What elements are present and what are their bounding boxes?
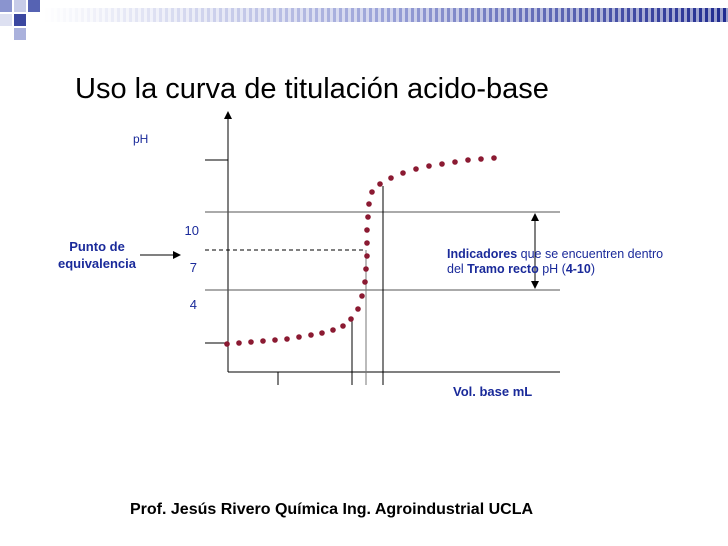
- annotation-part: pH (: [539, 262, 567, 276]
- annotation: Indicadores que se encuentren dentro: [447, 247, 663, 261]
- decoration: [0, 0, 728, 40]
- curve-dot: [465, 157, 471, 163]
- x-axis-label: Vol. base mL: [453, 384, 532, 399]
- y-axis-label: pH: [133, 132, 148, 146]
- curve-dot: [272, 337, 278, 343]
- level-label: 10: [185, 223, 199, 238]
- curve-dot: [308, 332, 314, 338]
- curve-dot: [400, 170, 406, 176]
- annotation-part: 4-10: [566, 262, 591, 276]
- curve-dot: [364, 227, 370, 233]
- curve-dot: [348, 316, 354, 322]
- axes: [140, 111, 560, 385]
- annotation-part: ): [591, 262, 595, 276]
- curve-dot: [369, 189, 375, 195]
- curve-dot: [330, 327, 336, 333]
- curve-dot: [362, 279, 368, 285]
- annotation-part: del: [447, 262, 467, 276]
- curve-dot: [260, 338, 266, 344]
- curve-dot: [359, 293, 365, 299]
- curve-dot: [377, 181, 383, 187]
- curve-dot: [248, 339, 254, 345]
- curve-dot: [491, 155, 497, 161]
- equivalence-label: Punto de: [69, 239, 125, 254]
- curve-dot: [439, 161, 445, 167]
- level-label: 4: [190, 297, 197, 312]
- curve-dot: [224, 341, 230, 347]
- curve-dots: [224, 155, 497, 347]
- annotation-part: que se encuentren dentro: [517, 247, 663, 261]
- curve-dot: [363, 266, 369, 272]
- curve-dot: [478, 156, 484, 162]
- curve-dot: [236, 340, 242, 346]
- curve-dot: [365, 214, 371, 220]
- curve-dot: [452, 159, 458, 165]
- curve-dot: [284, 336, 290, 342]
- curve-dot: [413, 166, 419, 172]
- curve-dot: [426, 163, 432, 169]
- curve-dot: [340, 323, 346, 329]
- curve-dot: [296, 334, 302, 340]
- annotation-part: Indicadores: [447, 247, 517, 261]
- level-label: 7: [190, 260, 197, 275]
- equivalence-label: equivalencia: [58, 256, 137, 271]
- footer: Prof. Jesús Rivero Química Ing. Agroindu…: [130, 501, 533, 518]
- curve-dot: [319, 330, 325, 336]
- curve-dot: [388, 175, 394, 181]
- curve-dot: [366, 201, 372, 207]
- curve-dot: [355, 306, 361, 312]
- slide-title: Uso la curva de titulación acido-base: [75, 73, 549, 105]
- curve-dot: [364, 240, 370, 246]
- annotation: del Tramo recto pH (4-10): [447, 262, 595, 276]
- curve-dot: [364, 253, 370, 259]
- annotation-part: Tramo recto: [467, 262, 539, 276]
